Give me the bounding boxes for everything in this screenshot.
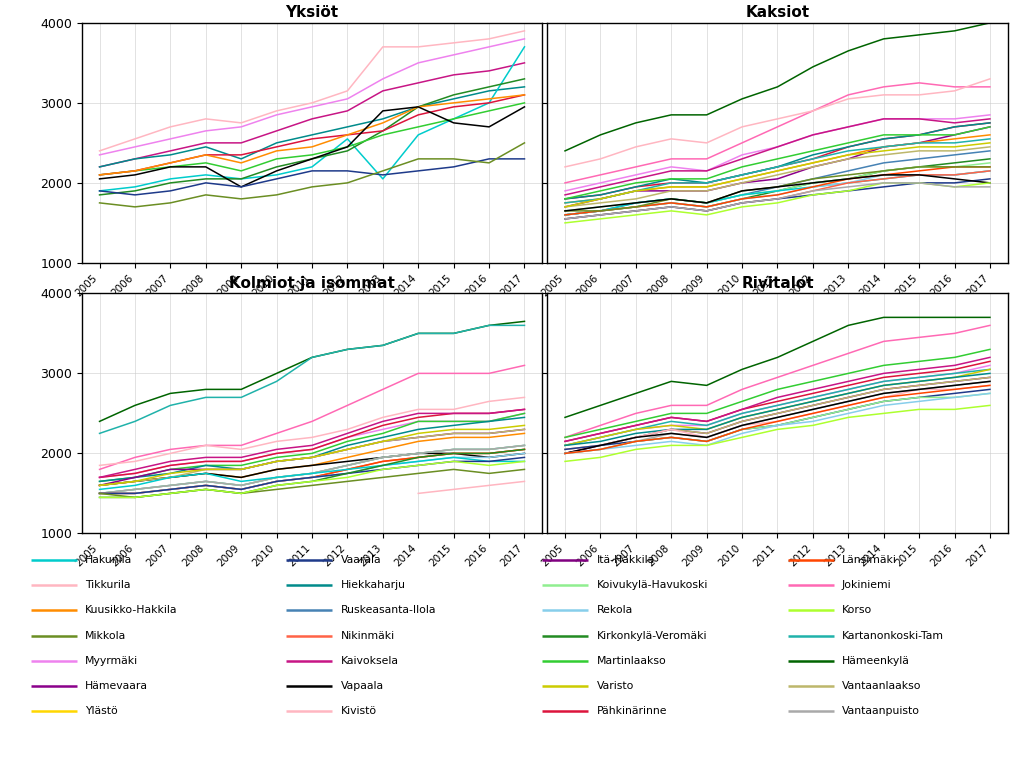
Text: Hiekkaharju: Hiekkaharju bbox=[341, 580, 406, 591]
Text: Hämevaara: Hämevaara bbox=[85, 680, 148, 691]
Text: Ylästö: Ylästö bbox=[85, 706, 118, 716]
Text: Pähkinärinne: Pähkinärinne bbox=[596, 706, 667, 716]
Text: Hämeenkylä: Hämeenkylä bbox=[842, 655, 909, 666]
Text: Hakunila: Hakunila bbox=[85, 555, 132, 565]
Text: Tikkurila: Tikkurila bbox=[85, 580, 130, 591]
Text: Ruskeasanta-Ilola: Ruskeasanta-Ilola bbox=[341, 605, 436, 616]
Text: Jokiniemi: Jokiniemi bbox=[842, 580, 892, 591]
Text: Vantaanpuisto: Vantaanpuisto bbox=[842, 706, 920, 716]
Text: Myyrmäki: Myyrmäki bbox=[85, 655, 138, 666]
Text: Vapaala: Vapaala bbox=[341, 680, 384, 691]
Text: Itä-Hakkila: Itä-Hakkila bbox=[596, 555, 655, 565]
Text: Rekola: Rekola bbox=[596, 605, 632, 616]
Title: Rivitalot: Rivitalot bbox=[742, 276, 813, 291]
Title: Yksiöt: Yksiöt bbox=[285, 5, 339, 21]
Text: Mikkola: Mikkola bbox=[85, 630, 126, 641]
Text: Kirkonkylä-Veromäki: Kirkonkylä-Veromäki bbox=[596, 630, 707, 641]
Text: Koivukylä-Havukoski: Koivukylä-Havukoski bbox=[596, 580, 708, 591]
Text: Kaivoksela: Kaivoksela bbox=[341, 655, 399, 666]
Text: Martinlaakso: Martinlaakso bbox=[596, 655, 666, 666]
Text: Kivistö: Kivistö bbox=[341, 706, 376, 716]
Text: Kuusikko-Hakkila: Kuusikko-Hakkila bbox=[85, 605, 177, 616]
Text: Vaarala: Vaarala bbox=[341, 555, 382, 565]
Text: Kartanonkoski-Tam: Kartanonkoski-Tam bbox=[842, 630, 944, 641]
Text: Korso: Korso bbox=[842, 605, 873, 616]
Text: Länsimäki: Länsimäki bbox=[842, 555, 897, 565]
Title: Kaksiot: Kaksiot bbox=[746, 5, 809, 21]
Text: Varisto: Varisto bbox=[596, 680, 634, 691]
Text: Nikinmäki: Nikinmäki bbox=[341, 630, 395, 641]
Text: Vantaanlaakso: Vantaanlaakso bbox=[842, 680, 922, 691]
Title: Kolmiot ja isommat: Kolmiot ja isommat bbox=[229, 276, 395, 291]
